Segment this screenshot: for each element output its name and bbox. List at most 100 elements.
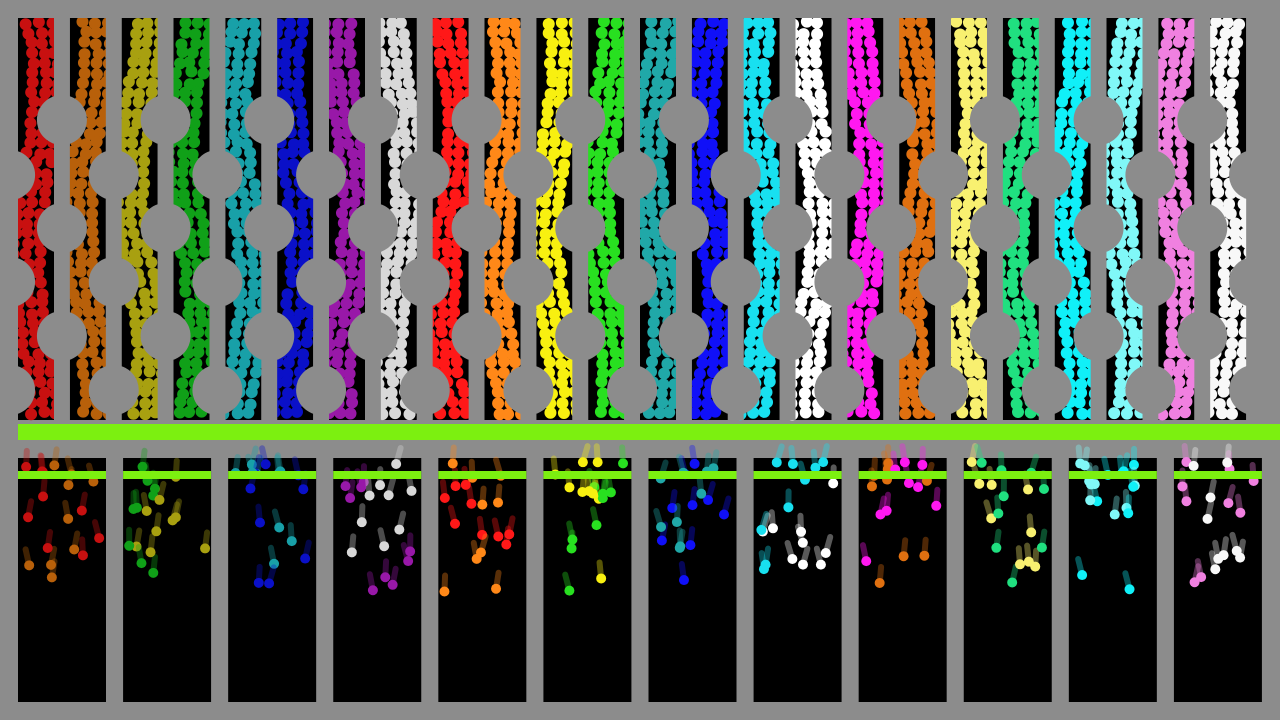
marble xyxy=(26,196,39,209)
marble xyxy=(667,502,678,513)
marble xyxy=(1111,187,1124,200)
marble xyxy=(906,267,919,280)
marble xyxy=(86,207,99,220)
marble xyxy=(949,347,962,360)
marble xyxy=(88,335,101,348)
marble xyxy=(290,45,303,58)
marble xyxy=(1222,457,1233,468)
marble xyxy=(196,227,209,240)
marble xyxy=(596,387,609,400)
marble xyxy=(183,56,196,69)
marble xyxy=(390,278,403,291)
marble xyxy=(248,266,261,279)
marble xyxy=(763,257,776,270)
marble xyxy=(446,395,459,408)
marble xyxy=(615,77,628,90)
marble xyxy=(596,396,609,409)
marble xyxy=(1128,481,1139,492)
bumper xyxy=(918,257,969,307)
marble xyxy=(870,257,883,270)
marble xyxy=(1055,116,1068,129)
marble xyxy=(603,86,616,99)
marble xyxy=(797,559,808,570)
marble xyxy=(235,366,248,379)
marble xyxy=(556,376,569,389)
marble xyxy=(1122,146,1135,159)
marble xyxy=(1188,460,1199,471)
marble xyxy=(488,257,501,270)
marble xyxy=(758,86,771,99)
marble xyxy=(697,156,710,169)
marble xyxy=(596,55,609,68)
marble xyxy=(297,127,310,140)
marble xyxy=(613,107,626,120)
marble xyxy=(647,316,660,329)
marble xyxy=(801,275,814,288)
marble xyxy=(815,559,826,570)
marble xyxy=(122,75,135,88)
marble xyxy=(604,225,617,238)
marble xyxy=(901,295,914,308)
marble xyxy=(439,76,452,89)
marble xyxy=(1178,296,1191,309)
marble xyxy=(763,355,776,368)
marble xyxy=(787,553,798,564)
bin xyxy=(123,458,212,702)
marble xyxy=(900,66,913,79)
marble xyxy=(248,178,261,191)
marble xyxy=(38,386,51,399)
marble xyxy=(77,56,90,69)
marble xyxy=(247,17,260,30)
marble xyxy=(1063,357,1076,370)
bumper xyxy=(658,203,709,253)
marble xyxy=(385,25,398,38)
marble xyxy=(1073,396,1086,409)
marble xyxy=(1228,146,1241,159)
marble xyxy=(345,256,358,269)
bumper xyxy=(244,311,295,361)
marble xyxy=(505,85,518,98)
marble xyxy=(92,305,105,318)
marble xyxy=(537,317,550,330)
marble xyxy=(136,558,147,569)
marble xyxy=(1224,347,1237,360)
marble xyxy=(184,237,197,250)
marble xyxy=(447,295,460,308)
marble xyxy=(138,155,151,168)
marble xyxy=(608,28,621,41)
marble xyxy=(1177,481,1188,492)
marble xyxy=(870,166,883,179)
bumper xyxy=(762,203,813,253)
marble xyxy=(406,485,417,496)
marble xyxy=(913,216,926,229)
marble xyxy=(179,357,192,370)
marble xyxy=(564,585,575,596)
marble xyxy=(957,57,970,70)
bumper xyxy=(503,257,554,307)
bin-marbles xyxy=(550,443,629,596)
top-wall xyxy=(0,0,1280,18)
bumper xyxy=(1125,257,1176,307)
marble xyxy=(965,26,978,39)
marble xyxy=(1125,28,1138,41)
marble xyxy=(330,356,343,369)
marble xyxy=(762,16,775,29)
marble xyxy=(762,277,775,290)
marble xyxy=(285,256,298,269)
marble xyxy=(665,66,678,79)
marble xyxy=(1164,86,1177,99)
marble xyxy=(1182,386,1195,399)
marble xyxy=(36,27,49,40)
marble xyxy=(346,147,359,160)
marble xyxy=(79,377,92,390)
marble xyxy=(505,66,518,79)
bumper xyxy=(1177,203,1228,253)
marble xyxy=(1217,286,1230,299)
marble xyxy=(456,46,469,59)
marble xyxy=(1223,498,1234,509)
marble xyxy=(960,218,973,231)
marble xyxy=(1111,297,1124,310)
marble xyxy=(916,357,929,370)
marble xyxy=(542,17,555,30)
marble xyxy=(89,38,102,51)
